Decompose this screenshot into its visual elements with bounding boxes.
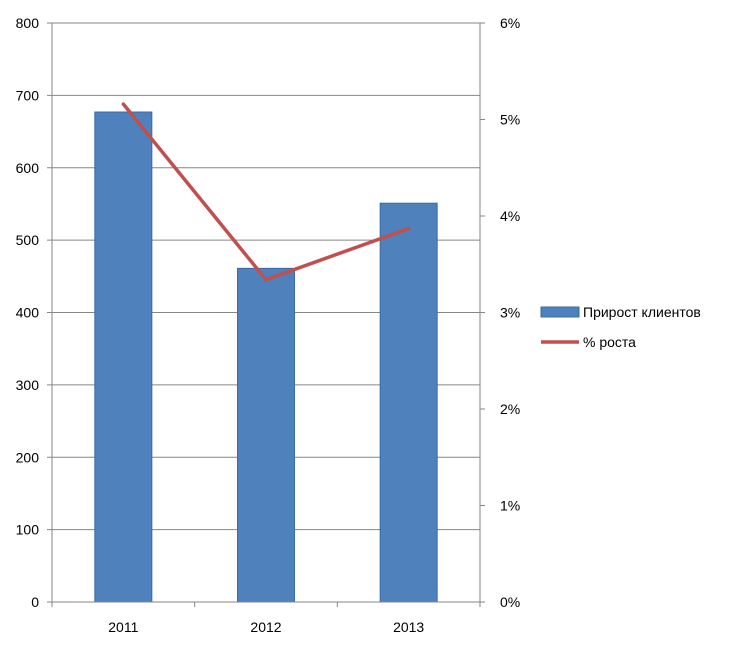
- left-axis-tick-label: 400: [16, 305, 40, 321]
- right-axis-tick-label: 3%: [500, 305, 520, 321]
- right-axis-tick-label: 1%: [500, 498, 520, 514]
- bar-2013: [379, 202, 438, 603]
- line-series: [121, 102, 411, 282]
- right-axis-tick-label: 6%: [500, 15, 520, 31]
- left-axis-tick-label: 200: [16, 449, 40, 465]
- left-axis-tick-label: 300: [16, 377, 40, 393]
- x-axis-tick-label: 2012: [250, 619, 281, 635]
- legend-swatch-bar: [540, 306, 580, 318]
- left-axis-tick-label: 100: [16, 522, 40, 538]
- x-axis-tick-label: 2011: [108, 619, 138, 635]
- left-axis-tick-label: 0: [31, 594, 39, 610]
- right-axis-tick-label: 4%: [500, 208, 520, 224]
- line-point-2013: [408, 228, 410, 230]
- right-axis-tick-label: 5%: [500, 112, 520, 128]
- line-growth-percent: [121, 102, 411, 282]
- left-axis-tick-label: 800: [16, 15, 40, 31]
- line-point-2012: [265, 279, 267, 281]
- bar-2012: [237, 267, 295, 603]
- left-axis-tick-label: 500: [16, 232, 40, 248]
- tick-labels: 0 100 200 300 400 500 600 700 800 0% 1% 2% 3% 4% 5% 6% 2…: [16, 15, 521, 635]
- line-point-2011: [122, 103, 124, 105]
- right-axis-tick-label: 0%: [500, 594, 520, 610]
- right-axis-tick-label: 2%: [500, 401, 520, 417]
- bar-series: [94, 111, 438, 603]
- legend-label-line: % роста: [583, 334, 636, 350]
- bar-2011: [94, 111, 153, 603]
- x-axis-tick-label: 2013: [393, 619, 424, 635]
- left-axis-tick-label: 600: [16, 160, 40, 176]
- legend-label-bar: Прирост клиентов: [583, 304, 701, 320]
- legend: Прирост клиентов % роста: [540, 304, 701, 350]
- left-axis-tick-label: 700: [16, 87, 40, 103]
- axes: [47, 22, 485, 607]
